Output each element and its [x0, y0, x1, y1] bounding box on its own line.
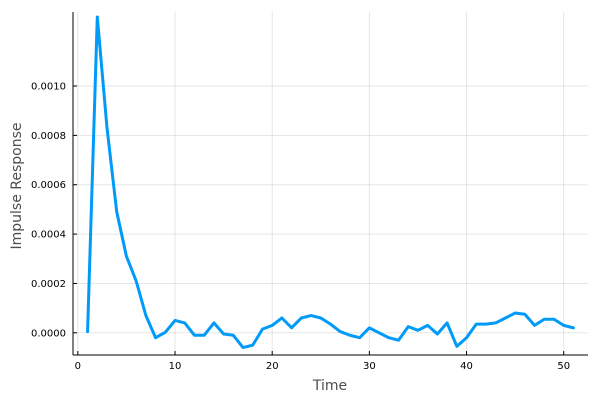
- series: [86, 15, 575, 350]
- axes: [72, 12, 588, 356]
- y-tick-label: 0.0002: [31, 279, 66, 290]
- x-tick-label: 0: [75, 361, 81, 372]
- y-tick-label: 0.0000: [31, 328, 66, 339]
- x-tick-label: 50: [557, 361, 570, 372]
- y-axis-label: Impulse Response: [9, 122, 25, 249]
- y-tick-label: 0.0010: [31, 82, 66, 93]
- y-tick-label: 0.0004: [31, 230, 66, 241]
- x-tick-label: 20: [266, 361, 279, 372]
- y-tick-label: 0.0008: [31, 131, 66, 142]
- x-axis-label: Time: [312, 378, 347, 394]
- x-tick-label: 30: [363, 361, 376, 372]
- y-tick-label: 0.0006: [31, 180, 66, 191]
- grid: [73, 12, 588, 355]
- series-line: [86, 15, 575, 350]
- ticks: 0 10 20 30 40 50 0.0000 0.0002 0.0004 0.0006 0.000…: [31, 82, 570, 372]
- x-tick-label: 40: [460, 361, 473, 372]
- x-tick-label: 10: [169, 361, 182, 372]
